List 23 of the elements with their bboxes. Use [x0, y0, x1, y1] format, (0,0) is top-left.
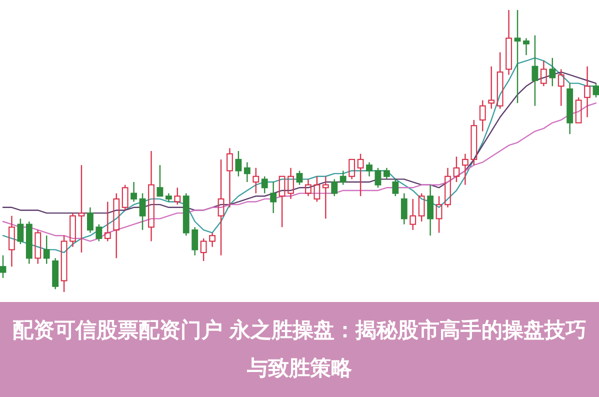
candlestick: [523, 38, 530, 56]
candlestick: [244, 162, 250, 183]
candlestick: [86, 206, 94, 234]
candlestick: [8, 215, 15, 268]
candlestick: [462, 153, 468, 186]
candlestick: [322, 176, 329, 220]
candlestick: [566, 82, 574, 135]
title-banner: 配资可信股票配资门户 永之胜操盘：揭秘股市高手的操盘技巧与致胜策略: [0, 302, 599, 397]
candlestick: [584, 66, 590, 118]
candlestick: [26, 220, 32, 264]
candlestick: [130, 181, 138, 202]
candlestick: [506, 9, 512, 76]
candlestick: [270, 181, 277, 214]
candlestick: [78, 164, 85, 254]
candlestick: [148, 150, 154, 242]
candlestick: [532, 34, 538, 106]
candlestick: [514, 9, 521, 104]
candlestick: [427, 184, 434, 236]
candlestick: [218, 158, 224, 256]
candlestick: [444, 167, 451, 208]
candlestick: [288, 167, 294, 200]
candlestick: [70, 212, 76, 248]
candlestick: [226, 148, 233, 208]
